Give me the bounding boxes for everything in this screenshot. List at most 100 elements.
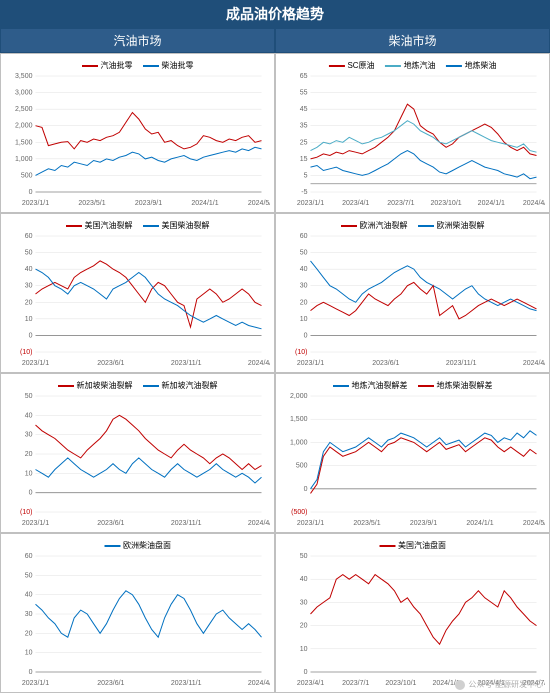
- legend-item: 欧洲柴油裂解: [418, 220, 485, 231]
- series-line: [311, 151, 537, 179]
- legend-swatch: [341, 225, 357, 227]
- legend-item: 新加坡柴油裂解: [58, 380, 133, 391]
- svg-text:2023/11/1: 2023/11/1: [171, 680, 202, 687]
- svg-text:2023/6/1: 2023/6/1: [372, 360, 399, 367]
- legend-item: 地炼柴油裂解差: [418, 380, 493, 391]
- svg-text:2023/6/1: 2023/6/1: [97, 680, 124, 687]
- legend-item: 欧洲柴油盘面: [104, 540, 171, 551]
- svg-text:25: 25: [300, 139, 308, 146]
- svg-text:2024/4/1: 2024/4/1: [523, 360, 545, 367]
- svg-text:10: 10: [25, 470, 33, 477]
- svg-text:2023/1/1: 2023/1/1: [297, 520, 324, 527]
- chart-svg: 010203040502023/4/12023/7/12023/10/12024…: [280, 538, 545, 688]
- svg-text:10: 10: [25, 316, 33, 323]
- series-line: [36, 269, 262, 329]
- svg-text:30: 30: [300, 283, 308, 290]
- svg-text:2023/1/1: 2023/1/1: [22, 520, 49, 527]
- legend-label: 地炼汽油裂解差: [352, 380, 408, 391]
- legend-label: 美国汽油裂解: [85, 220, 133, 231]
- svg-text:0: 0: [304, 332, 308, 339]
- svg-text:60: 60: [25, 233, 33, 240]
- chart-legend: 新加坡柴油裂解新加坡汽油裂解: [58, 380, 218, 391]
- legend-item: 地炼汽油: [385, 60, 436, 71]
- svg-text:2023/11/1: 2023/11/1: [171, 520, 202, 527]
- legend-swatch: [143, 225, 159, 227]
- svg-text:50: 50: [25, 572, 33, 579]
- svg-text:2024/4/1: 2024/4/1: [248, 360, 270, 367]
- legend-swatch: [379, 545, 395, 547]
- svg-text:40: 40: [25, 412, 33, 419]
- svg-text:2023/6/1: 2023/6/1: [97, 520, 124, 527]
- svg-text:55: 55: [300, 90, 308, 97]
- svg-text:2024/4/1: 2024/4/1: [248, 680, 270, 687]
- svg-text:10: 10: [300, 646, 308, 653]
- chart-cell: 地炼汽油裂解差地炼柴油裂解差(500)05001,0001,5002,00020…: [275, 373, 550, 533]
- svg-text:30: 30: [25, 283, 33, 290]
- series-line: [311, 575, 537, 645]
- svg-text:40: 40: [300, 576, 308, 583]
- svg-text:2023/1/1: 2023/1/1: [22, 360, 49, 367]
- chart-cell: SC原油地炼汽油地炼柴油-551525354555652023/1/12023/…: [275, 53, 550, 213]
- main-title: 成品油价格趋势: [0, 0, 550, 28]
- legend-swatch: [418, 225, 434, 227]
- svg-text:50: 50: [25, 250, 33, 257]
- svg-text:2,000: 2,000: [290, 393, 308, 400]
- svg-text:0: 0: [29, 189, 33, 196]
- legend-label: 美国汽油盘面: [398, 540, 446, 551]
- series-line: [311, 282, 537, 319]
- chart-grid: 汽油批零柴油批零05001,0001,5002,0002,5003,0003,5…: [0, 53, 550, 693]
- svg-text:20: 20: [25, 299, 33, 306]
- chart-legend: SC原油地炼汽油地炼柴油: [328, 60, 496, 71]
- svg-text:2023/4/1: 2023/4/1: [297, 680, 324, 687]
- legend-item: 地炼柴油: [446, 60, 497, 71]
- svg-text:2023/5/1: 2023/5/1: [78, 200, 105, 207]
- svg-text:2024/1/1: 2024/1/1: [466, 520, 493, 527]
- svg-text:0: 0: [29, 332, 33, 339]
- svg-text:30: 30: [300, 599, 308, 606]
- chart-legend: 欧洲汽油裂解欧洲柴油裂解: [341, 220, 485, 231]
- legend-item: 新加坡汽油裂解: [143, 380, 218, 391]
- chart-legend: 欧洲柴油盘面: [104, 540, 171, 551]
- svg-text:500: 500: [296, 463, 308, 470]
- chart-svg: 01020304050602023/1/12023/6/12023/11/120…: [5, 538, 270, 688]
- svg-text:0: 0: [29, 669, 33, 676]
- legend-item: 美国汽油裂解: [66, 220, 133, 231]
- legend-swatch: [333, 385, 349, 387]
- svg-text:30: 30: [25, 432, 33, 439]
- svg-text:5: 5: [304, 172, 308, 179]
- chart-cell: 欧洲汽油裂解欧洲柴油裂解(10)01020304050602023/1/1202…: [275, 213, 550, 373]
- legend-label: 地炼汽油: [404, 60, 436, 71]
- chart-cell: 美国汽油裂解美国柴油裂解(10)01020304050602023/1/1202…: [0, 213, 275, 373]
- svg-text:-5: -5: [301, 189, 307, 196]
- svg-text:2024/5/1: 2024/5/1: [248, 200, 270, 207]
- svg-text:2,000: 2,000: [15, 123, 33, 130]
- svg-text:35: 35: [300, 123, 308, 130]
- svg-text:10: 10: [25, 650, 33, 657]
- chart-legend: 地炼汽油裂解差 地炼柴油裂解差: [333, 380, 493, 391]
- legend-item: 地炼汽油裂解差: [333, 380, 408, 391]
- svg-text:2023/1/1: 2023/1/1: [22, 200, 49, 207]
- svg-text:2024/1/1: 2024/1/1: [191, 200, 218, 207]
- series-line: [36, 113, 262, 149]
- left-header: 汽油市场: [0, 28, 275, 53]
- right-header: 柴油市场: [275, 28, 550, 53]
- legend-swatch: [66, 225, 82, 227]
- svg-text:2023/1/1: 2023/1/1: [22, 680, 49, 687]
- svg-text:2024/1/1: 2024/1/1: [478, 200, 505, 207]
- svg-text:2024/4/1: 2024/4/1: [523, 200, 545, 207]
- chart-svg: (10)01020304050602023/1/12023/6/12023/11…: [280, 218, 545, 368]
- series-line: [36, 261, 262, 327]
- chart-cell: 汽油批零柴油批零05001,0001,5002,0002,5003,0003,5…: [0, 53, 275, 213]
- svg-text:3,000: 3,000: [15, 90, 33, 97]
- svg-text:10: 10: [300, 316, 308, 323]
- svg-text:40: 40: [25, 592, 33, 599]
- svg-text:2023/5/1: 2023/5/1: [353, 520, 380, 527]
- chart-legend: 美国汽油盘面: [379, 540, 446, 551]
- svg-text:2023/4/1: 2023/4/1: [342, 200, 369, 207]
- legend-swatch: [446, 65, 462, 67]
- chart-legend: 美国汽油裂解美国柴油裂解: [66, 220, 210, 231]
- chart-svg: (500)05001,0001,5002,0002023/1/12023/5/1…: [280, 378, 545, 528]
- svg-text:1,000: 1,000: [290, 439, 308, 446]
- svg-text:2023/1/1: 2023/1/1: [297, 200, 324, 207]
- legend-label: 地炼柴油裂解差: [437, 380, 493, 391]
